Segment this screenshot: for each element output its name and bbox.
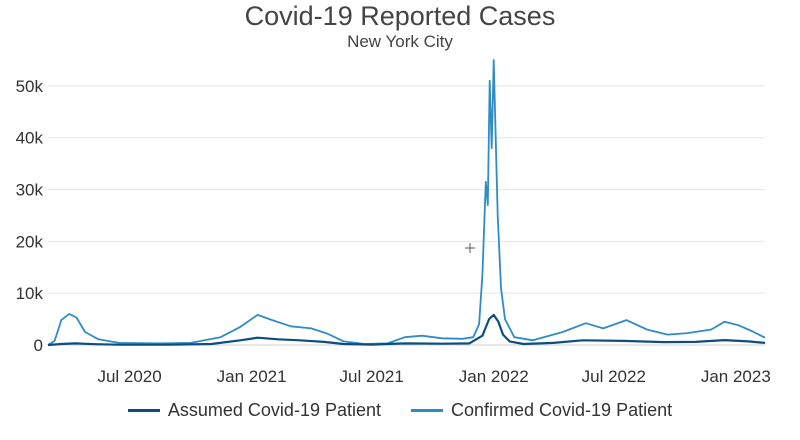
legend-swatch-confirmed <box>411 408 443 412</box>
x-tick-label: Jul 2021 <box>340 367 404 386</box>
y-axis-ticks: 0 10k 20k 30k 40k 50k <box>16 77 44 355</box>
chart-subtitle: New York City <box>347 32 453 51</box>
legend: Assumed Covid-19 Patient Confirmed Covid… <box>0 398 800 422</box>
x-tick-label: Jan 2023 <box>701 367 771 386</box>
y-tick-label: 20k <box>16 232 44 251</box>
legend-swatch-assumed <box>127 408 160 412</box>
x-tick-label: Jan 2022 <box>459 367 529 386</box>
y-tick-label: 50k <box>16 77 44 96</box>
x-tick-label: Jan 2021 <box>217 367 287 386</box>
x-tick-label: Jul 2022 <box>582 367 646 386</box>
legend-item-assumed[interactable]: Assumed Covid-19 Patient <box>127 399 381 421</box>
legend-label-confirmed: Confirmed Covid-19 Patient <box>451 399 673 420</box>
y-tick-label: 0 <box>34 336 43 355</box>
series-line-assumed <box>47 313 766 347</box>
legend-item-confirmed[interactable]: Confirmed Covid-19 Patient <box>411 400 672 421</box>
x-tick-label: Jul 2020 <box>97 367 161 386</box>
crosshair-cursor-icon <box>465 243 475 253</box>
chart-title: Covid-19 Reported Cases <box>244 1 556 31</box>
x-axis-ticks: Jul 2020 Jan 2021 Jul 2021 Jan 2022 Jul 2022… <box>97 367 770 386</box>
grid-lines <box>48 85 765 346</box>
series-lines <box>47 59 766 347</box>
legend-label-assumed: Assumed Covid-19 Patient <box>167 399 381 420</box>
series-line-confirmed <box>47 59 766 346</box>
y-tick-label: 30k <box>16 181 44 200</box>
y-tick-label: 40k <box>16 129 44 148</box>
y-tick-label: 10k <box>16 284 44 303</box>
